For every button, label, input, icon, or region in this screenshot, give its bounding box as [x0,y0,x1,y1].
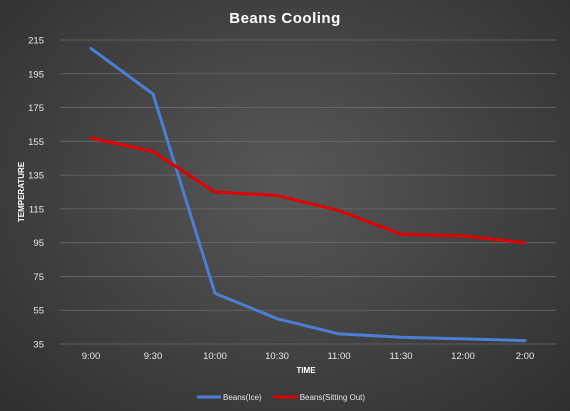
x-tick-label: 9:00 [82,351,101,362]
y-tick-label: 135 [28,171,44,182]
data-point [213,292,217,295]
y-tick-label: 215 [28,36,44,47]
data-point [399,336,403,339]
y-axis-label: TEMPERATURE [17,161,26,222]
data-point [337,209,341,212]
y-tick-label: 175 [28,103,44,114]
x-axis-label: TIME [296,366,316,375]
x-tick-label: 11:00 [327,351,350,362]
data-point [89,47,93,50]
y-tick-label: 95 [33,238,44,249]
y-tick-label: 75 [33,272,44,283]
data-point [89,136,93,140]
legend-label: Beans(Sitting Out) [300,393,366,402]
data-point [399,233,403,236]
series-line-beans-sitting-out [89,136,527,245]
chart-title: Beans Cooling [229,10,341,27]
y-tick-label: 115 [29,204,44,215]
x-tick-label: 2:00 [516,351,535,362]
legend-label: Beans(Ice) [223,393,262,402]
legend-item[interactable]: Beans(Sitting Out) [273,393,366,402]
y-axis-ticks: 35 55 75 95 115 135 155 175 195 215 [28,36,44,351]
data-point [461,337,465,341]
series-lines [89,46,527,343]
legend-item[interactable]: Beans(Ice) [197,393,262,402]
y-tick-label: 195 [28,69,44,80]
series-line-beans-ice [89,46,527,343]
x-tick-label: 12:00 [451,351,475,362]
data-point [151,150,155,153]
x-tick-label: 9:30 [144,351,163,362]
data-point [275,317,279,320]
x-tick-label: 10:30 [265,351,289,362]
x-axis-ticks: 9:00 9:30 10:00 10:30 11:00 11:30 12:00 2:00 [82,351,535,362]
data-point [275,194,279,197]
data-point [337,332,341,336]
y-tick-label: 155 [28,137,44,148]
gridlines [60,39,556,345]
data-point [461,234,465,238]
x-tick-label: 11:30 [389,351,412,362]
data-point [523,241,527,244]
x-tick-label: 10:00 [203,351,227,362]
y-tick-label: 35 [33,340,44,351]
legend[interactable]: Beans(Ice) Beans(Sitting Out) [197,393,365,402]
data-point [213,190,217,194]
data-point [523,339,527,342]
y-tick-label: 55 [33,306,44,317]
data-point [151,92,155,96]
